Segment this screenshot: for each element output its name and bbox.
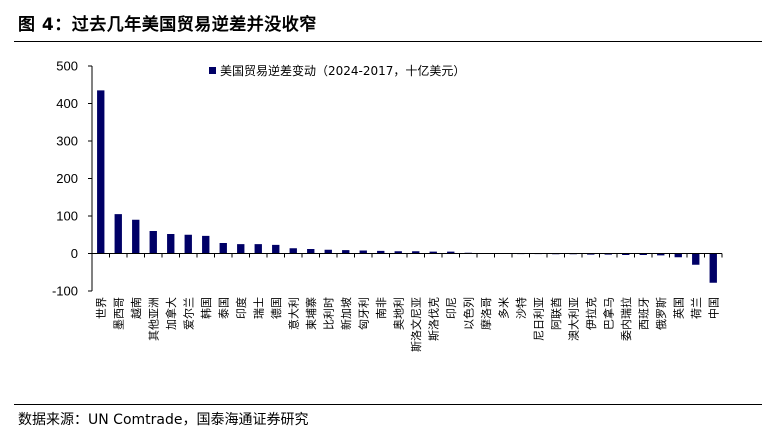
- bar-3: [149, 231, 157, 254]
- category-label-25: 尼日利亚: [532, 297, 545, 341]
- category-label-24: 沙特: [514, 297, 528, 319]
- category-label-16: 南非: [375, 297, 388, 319]
- bar-12: [307, 249, 315, 254]
- legend-label: 美国贸易逆差变动（2024-2017，十亿美元）: [220, 63, 465, 78]
- bar-0: [97, 90, 105, 254]
- bar-32: [657, 253, 665, 256]
- category-label-17: 奥地利: [391, 297, 405, 330]
- bar-28: [587, 253, 595, 255]
- y-tick-label: 300: [56, 134, 78, 149]
- bar-19: [429, 251, 437, 254]
- y-tick-label: -100: [52, 284, 78, 299]
- source-note: 数据来源：UN Comtrade，国泰海通证券研究: [18, 412, 309, 428]
- bar-6: [202, 235, 210, 254]
- bar-1: [114, 214, 122, 254]
- figure-title: 图 4：过去几年美国贸易逆差并没收窄: [18, 15, 317, 35]
- bar-15: [359, 250, 367, 254]
- bar-10: [272, 244, 280, 254]
- bar-33: [674, 253, 682, 258]
- source-rule: [14, 404, 762, 405]
- bar-8: [237, 244, 245, 254]
- category-label-22: 摩洛哥: [479, 297, 493, 330]
- bars: [97, 90, 717, 283]
- y-tick-label: 200: [56, 171, 78, 186]
- category-label-33: 英国: [671, 297, 685, 319]
- bar-35: [709, 253, 717, 283]
- category-label-26: 阿联酋: [549, 297, 563, 330]
- category-label-12: 柬埔寨: [304, 297, 318, 330]
- bar-17: [394, 251, 402, 254]
- category-label-1: 墨西哥: [112, 297, 125, 330]
- bar-16: [377, 250, 385, 254]
- category-label-20: 印尼: [445, 297, 458, 319]
- category-label-2: 越南: [129, 297, 143, 319]
- category-label-11: 意大利: [286, 297, 300, 330]
- category-label-18: 斯洛文尼亚: [409, 297, 423, 352]
- category-label-5: 爱尔兰: [182, 297, 195, 330]
- category-label-31: 西班牙: [637, 297, 650, 330]
- bar-30: [622, 253, 630, 255]
- bar-13: [324, 249, 332, 254]
- y-tick-label: 100: [56, 209, 78, 224]
- bar-7: [219, 243, 227, 254]
- category-label-14: 新加坡: [339, 297, 353, 330]
- category-label-0: 世界: [95, 297, 108, 319]
- category-label-9: 瑞士: [251, 297, 265, 319]
- bar-31: [639, 253, 647, 255]
- legend-swatch: [209, 67, 216, 74]
- category-label-3: 其他亚洲: [147, 297, 160, 341]
- x-axis: [91, 253, 723, 258]
- bar-20: [447, 251, 455, 254]
- bar-4: [167, 234, 175, 254]
- category-label-19: 斯洛伐克: [426, 297, 440, 341]
- bar-chart: -100 0 100 200 300 400 500 世界 墨西哥 越南 其他亚洲 加拿大 爱尔兰 韩国…: [52, 59, 723, 352]
- category-label-13: 比利时: [322, 297, 335, 330]
- bar-29: [604, 253, 612, 255]
- bar-11: [289, 248, 297, 254]
- category-label-7: 泰国: [216, 297, 230, 319]
- category-label-8: 印度: [234, 297, 248, 319]
- category-label-23: 多米: [496, 297, 510, 319]
- category-label-30: 委内瑞拉: [619, 297, 633, 341]
- y-tick-label: 0: [71, 246, 78, 261]
- y-axis: -100 0 100 200 300 400 500: [52, 59, 93, 299]
- category-label-32: 俄罗斯: [655, 297, 668, 330]
- category-label-27: 澳大利亚: [566, 297, 580, 341]
- category-label-29: 巴拿马: [601, 297, 615, 330]
- legend: 美国贸易逆差变动（2024-2017，十亿美元）: [209, 63, 465, 78]
- category-labels: 世界 墨西哥 越南 其他亚洲 加拿大 爱尔兰 韩国 泰国 印度 瑞士 德国 意大利 柬埔寨 比利时 新加坡匈…: [95, 297, 721, 352]
- bar-18: [412, 251, 420, 254]
- y-tick-label: 500: [56, 59, 78, 74]
- bar-2: [132, 219, 140, 254]
- bar-9: [254, 244, 262, 254]
- title-rule: [14, 41, 762, 42]
- bar-5: [184, 234, 192, 254]
- category-label-10: 德国: [269, 297, 283, 319]
- category-label-21: 以色列: [461, 297, 475, 330]
- category-label-35: 中国: [707, 297, 720, 319]
- category-label-34: 荷兰: [690, 297, 703, 319]
- category-label-15: 匈牙利: [356, 297, 370, 330]
- y-tick-label: 400: [56, 96, 78, 111]
- bar-14: [342, 250, 350, 254]
- category-label-28: 伊拉克: [584, 297, 598, 330]
- bar-34: [692, 253, 700, 265]
- category-label-4: 加拿大: [164, 297, 178, 330]
- category-label-6: 韩国: [199, 297, 213, 319]
